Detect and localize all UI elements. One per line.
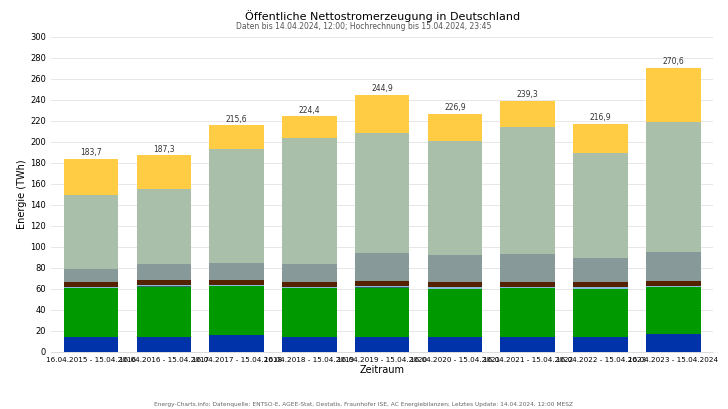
Bar (64, 287, 118, 288)
Bar (355, 281, 409, 286)
Bar (282, 337, 336, 352)
Bar (500, 128, 555, 254)
Bar (427, 114, 482, 141)
Bar (574, 337, 628, 352)
Bar (282, 287, 336, 288)
Text: 224,4: 224,4 (298, 106, 320, 115)
Bar (646, 67, 700, 122)
Bar (646, 252, 700, 281)
Text: 215,6: 215,6 (226, 115, 248, 124)
Bar (646, 287, 700, 334)
Bar (137, 264, 191, 280)
Y-axis label: Energie (TWh): Energie (TWh) (17, 160, 28, 229)
Bar (355, 133, 409, 253)
Bar (137, 155, 191, 189)
Bar (574, 289, 628, 337)
Bar (500, 287, 555, 288)
Bar (210, 286, 264, 335)
Bar (282, 288, 336, 337)
Title: Öffentliche Nettostromerzeugung in Deutschland: Öffentliche Nettostromerzeugung in Deuts… (245, 10, 520, 22)
Bar (574, 153, 628, 258)
Bar (500, 101, 555, 128)
Bar (137, 285, 191, 286)
Bar (574, 258, 628, 282)
Bar (355, 253, 409, 281)
Bar (500, 288, 555, 337)
Bar (210, 263, 264, 280)
Text: 216,9: 216,9 (590, 113, 612, 122)
Bar (574, 124, 628, 153)
Bar (427, 289, 482, 337)
Bar (282, 116, 336, 138)
Bar (500, 282, 555, 287)
Text: Energy-Charts.info; Datenquelle: ENTSO-E, AGEE-Stat, Destatis, Fraunhofer ISE, A: Energy-Charts.info; Datenquelle: ENTSO-E… (154, 402, 574, 407)
Bar (137, 287, 191, 337)
Text: 187,3: 187,3 (153, 144, 175, 153)
Bar (64, 195, 118, 269)
Bar (137, 337, 191, 352)
Text: 183,7: 183,7 (80, 148, 102, 157)
Bar (427, 337, 482, 352)
Text: 239,3: 239,3 (517, 90, 539, 99)
Bar (137, 189, 191, 264)
Bar (64, 337, 118, 352)
Bar (64, 269, 118, 282)
Bar (64, 282, 118, 287)
Bar (210, 285, 264, 286)
Bar (64, 159, 118, 195)
Bar (282, 264, 336, 282)
Bar (282, 138, 336, 264)
Bar (210, 335, 264, 352)
Bar (137, 280, 191, 285)
Bar (646, 122, 700, 252)
Bar (427, 255, 482, 282)
Text: 226,9: 226,9 (444, 103, 466, 112)
Bar (646, 334, 700, 352)
Text: 270,6: 270,6 (662, 57, 684, 66)
Bar (210, 126, 264, 149)
Bar (427, 282, 482, 288)
Text: Daten bis 14.04.2024, 12:00; Hochrechnung bis 15.04.2024, 23:45: Daten bis 14.04.2024, 12:00; Hochrechnun… (237, 22, 491, 31)
Bar (355, 286, 409, 288)
Bar (646, 281, 700, 286)
Bar (210, 280, 264, 285)
Bar (427, 141, 482, 255)
Bar (282, 282, 336, 287)
Text: 244,9: 244,9 (371, 84, 393, 93)
Bar (355, 94, 409, 133)
Bar (574, 282, 628, 288)
Bar (210, 149, 264, 263)
Bar (355, 337, 409, 352)
Bar (355, 288, 409, 337)
Bar (500, 337, 555, 352)
X-axis label: Zeitraum: Zeitraum (360, 365, 405, 375)
Bar (64, 288, 118, 337)
Bar (646, 286, 700, 287)
Bar (500, 254, 555, 282)
